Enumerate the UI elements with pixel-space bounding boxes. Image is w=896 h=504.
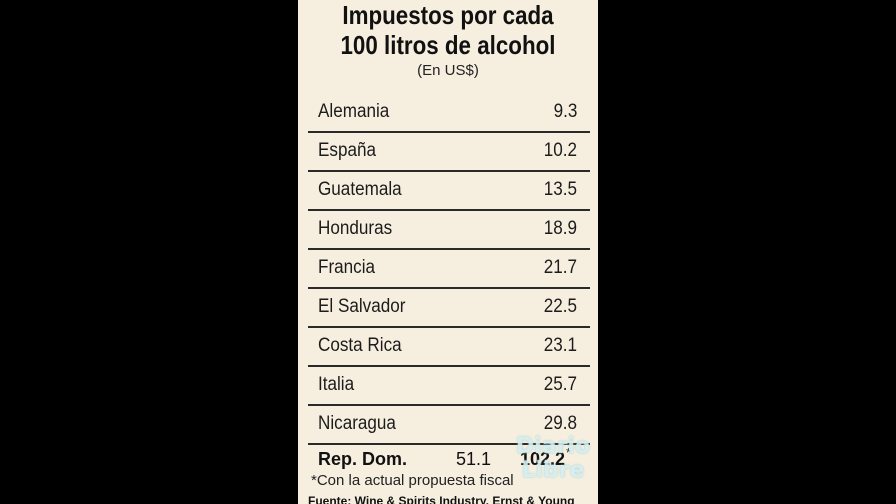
tax-value: 21.7	[543, 257, 577, 278]
table-row: Honduras 18.9	[308, 209, 590, 250]
source-credit: Fuente: Wine & Spirits Industry, Ernst &…	[308, 494, 575, 504]
table-row: Italia 25.7	[308, 365, 590, 406]
footnote: *Con la actual propuesta fiscal	[311, 472, 514, 489]
country-label: Costa Rica	[318, 335, 402, 356]
tax-value: 23.1	[543, 335, 577, 356]
country-label: Guatemala	[318, 179, 402, 200]
country-label: Honduras	[318, 218, 393, 239]
tax-value: 18.9	[543, 218, 577, 239]
table-row: Nicaragua 29.8	[308, 404, 590, 445]
rep-dom-label: Rep. Dom.	[318, 449, 408, 469]
rep-dom-footnote-marker: *	[566, 445, 572, 460]
country-label: Nicaragua	[318, 413, 396, 434]
tax-value: 22.5	[543, 296, 577, 317]
rep-dom-row: Rep. Dom. 51.1 102.2 *	[298, 441, 598, 471]
tax-value: 25.7	[543, 374, 577, 395]
infographic-panel: Impuestos por cada 100 litros de alcohol…	[298, 0, 598, 504]
tax-value: 9.3	[553, 101, 577, 122]
tax-value: 13.5	[543, 179, 577, 200]
country-label: España	[318, 140, 377, 161]
table-row: Costa Rica 23.1	[308, 326, 590, 367]
table-row: Alemania 9.3	[308, 92, 590, 133]
rep-dom-proposed-value: 102.2	[520, 449, 566, 469]
table-row: El Salvador 22.5	[308, 287, 590, 328]
country-label: Francia	[318, 257, 376, 278]
table-row: Guatemala 13.5	[308, 170, 590, 211]
tax-value: 29.8	[543, 413, 577, 434]
chart-title-line-2: 100 litros de alcohol	[340, 30, 556, 60]
chart-title-line-1: Impuestos por cada	[342, 0, 554, 30]
country-label: Italia	[318, 374, 355, 395]
country-label: El Salvador	[318, 296, 406, 317]
country-label: Alemania	[318, 101, 390, 122]
watermark-line-2: Libre	[521, 458, 585, 483]
rep-dom-current-value: 51.1	[456, 449, 492, 469]
table-row: Francia 21.7	[308, 248, 590, 289]
watermark-line-1: Diario	[515, 434, 591, 459]
diario-libre-watermark: Diario Libre	[512, 432, 594, 504]
chart-subtitle: (En US$)	[417, 62, 479, 79]
tax-value: 10.2	[543, 140, 577, 161]
table-row: España 10.2	[308, 131, 590, 172]
